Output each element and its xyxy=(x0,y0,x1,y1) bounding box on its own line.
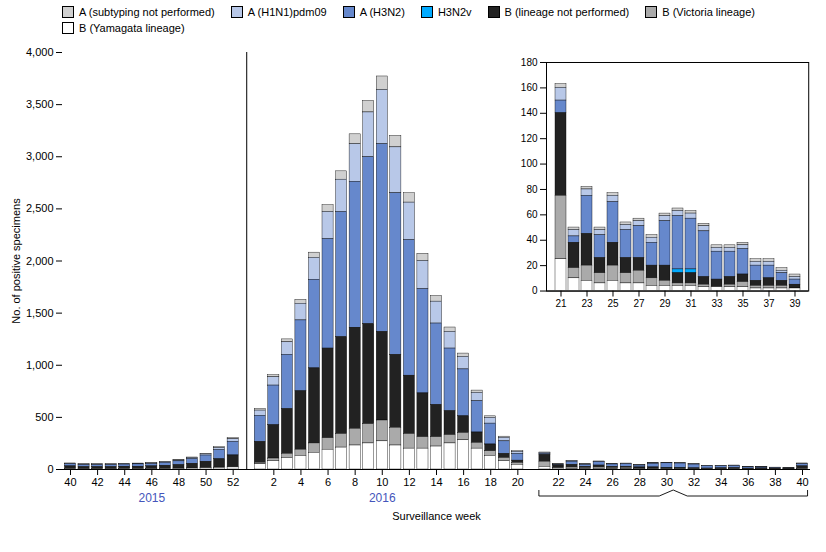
svg-text:1,500: 1,500 xyxy=(26,307,54,319)
svg-text:3,500: 3,500 xyxy=(26,98,54,110)
svg-text:48: 48 xyxy=(173,476,185,488)
html-text:B (Victoria lineage): B (Victoria lineage) xyxy=(662,6,755,18)
svg-text:120: 120 xyxy=(521,133,538,144)
svg-text:3,000: 3,000 xyxy=(26,150,54,162)
svg-text:46: 46 xyxy=(146,476,158,488)
svg-text:33: 33 xyxy=(711,298,723,309)
svg-text:21: 21 xyxy=(555,298,567,309)
svg-text:80: 80 xyxy=(526,184,538,195)
svg-text:140: 140 xyxy=(521,107,538,118)
svg-text:26: 26 xyxy=(607,476,619,488)
svg-text:0: 0 xyxy=(532,285,538,296)
html-text:B (Yamagata lineage): B (Yamagata lineage) xyxy=(79,22,185,34)
svg-text:2: 2 xyxy=(271,476,277,488)
svg-text:1,000: 1,000 xyxy=(26,359,54,371)
svg-text:25: 25 xyxy=(607,298,619,309)
svg-text:39: 39 xyxy=(789,298,801,309)
html-text:A (subtyping not performed): A (subtyping not performed) xyxy=(79,6,215,18)
html-text:H3N2v: H3N2v xyxy=(437,6,472,18)
svg-text:2015: 2015 xyxy=(138,491,165,505)
svg-text:24: 24 xyxy=(579,476,591,488)
svg-text:27: 27 xyxy=(633,298,645,309)
svg-text:40: 40 xyxy=(64,476,76,488)
svg-text:14: 14 xyxy=(430,476,442,488)
svg-text:No. of positive specimens: No. of positive specimens xyxy=(10,198,22,324)
html-text:A (H3N2): A (H3N2) xyxy=(359,6,405,18)
svg-text:30: 30 xyxy=(661,476,673,488)
svg-text:20: 20 xyxy=(512,476,524,488)
svg-text:28: 28 xyxy=(634,476,646,488)
svg-text:180: 180 xyxy=(521,57,538,68)
svg-text:40: 40 xyxy=(526,234,538,245)
svg-text:38: 38 xyxy=(769,476,781,488)
svg-text:22: 22 xyxy=(552,476,564,488)
svg-text:20: 20 xyxy=(526,260,538,271)
svg-text:42: 42 xyxy=(91,476,103,488)
svg-text:2,000: 2,000 xyxy=(26,255,54,267)
svg-text:31: 31 xyxy=(685,298,697,309)
svg-text:100: 100 xyxy=(521,158,538,169)
svg-text:35: 35 xyxy=(737,298,749,309)
svg-text:40: 40 xyxy=(796,476,808,488)
svg-text:18: 18 xyxy=(485,476,497,488)
svg-text:52: 52 xyxy=(227,476,239,488)
svg-text:44: 44 xyxy=(119,476,131,488)
svg-text:8: 8 xyxy=(352,476,358,488)
svg-text:60: 60 xyxy=(526,209,538,220)
svg-text:Surveillance week: Surveillance week xyxy=(392,510,481,522)
svg-text:29: 29 xyxy=(659,298,671,309)
svg-text:12: 12 xyxy=(403,476,415,488)
svg-text:32: 32 xyxy=(688,476,700,488)
svg-text:0: 0 xyxy=(47,463,53,475)
svg-text:10: 10 xyxy=(376,476,388,488)
html-text:A (H1N1)pdm09: A (H1N1)pdm09 xyxy=(247,6,327,18)
svg-text:50: 50 xyxy=(200,476,212,488)
svg-text:37: 37 xyxy=(763,298,775,309)
svg-text:160: 160 xyxy=(521,82,538,93)
svg-text:34: 34 xyxy=(715,476,727,488)
svg-text:4: 4 xyxy=(298,476,304,488)
html-text:B (lineage not performed): B (lineage not performed) xyxy=(504,6,630,18)
svg-text:6: 6 xyxy=(325,476,331,488)
svg-text:500: 500 xyxy=(35,411,53,423)
svg-text:2016: 2016 xyxy=(369,491,396,505)
svg-text:36: 36 xyxy=(742,476,754,488)
svg-text:16: 16 xyxy=(457,476,469,488)
svg-text:4,000: 4,000 xyxy=(26,46,54,58)
svg-text:2,500: 2,500 xyxy=(26,202,54,214)
svg-text:23: 23 xyxy=(581,298,593,309)
